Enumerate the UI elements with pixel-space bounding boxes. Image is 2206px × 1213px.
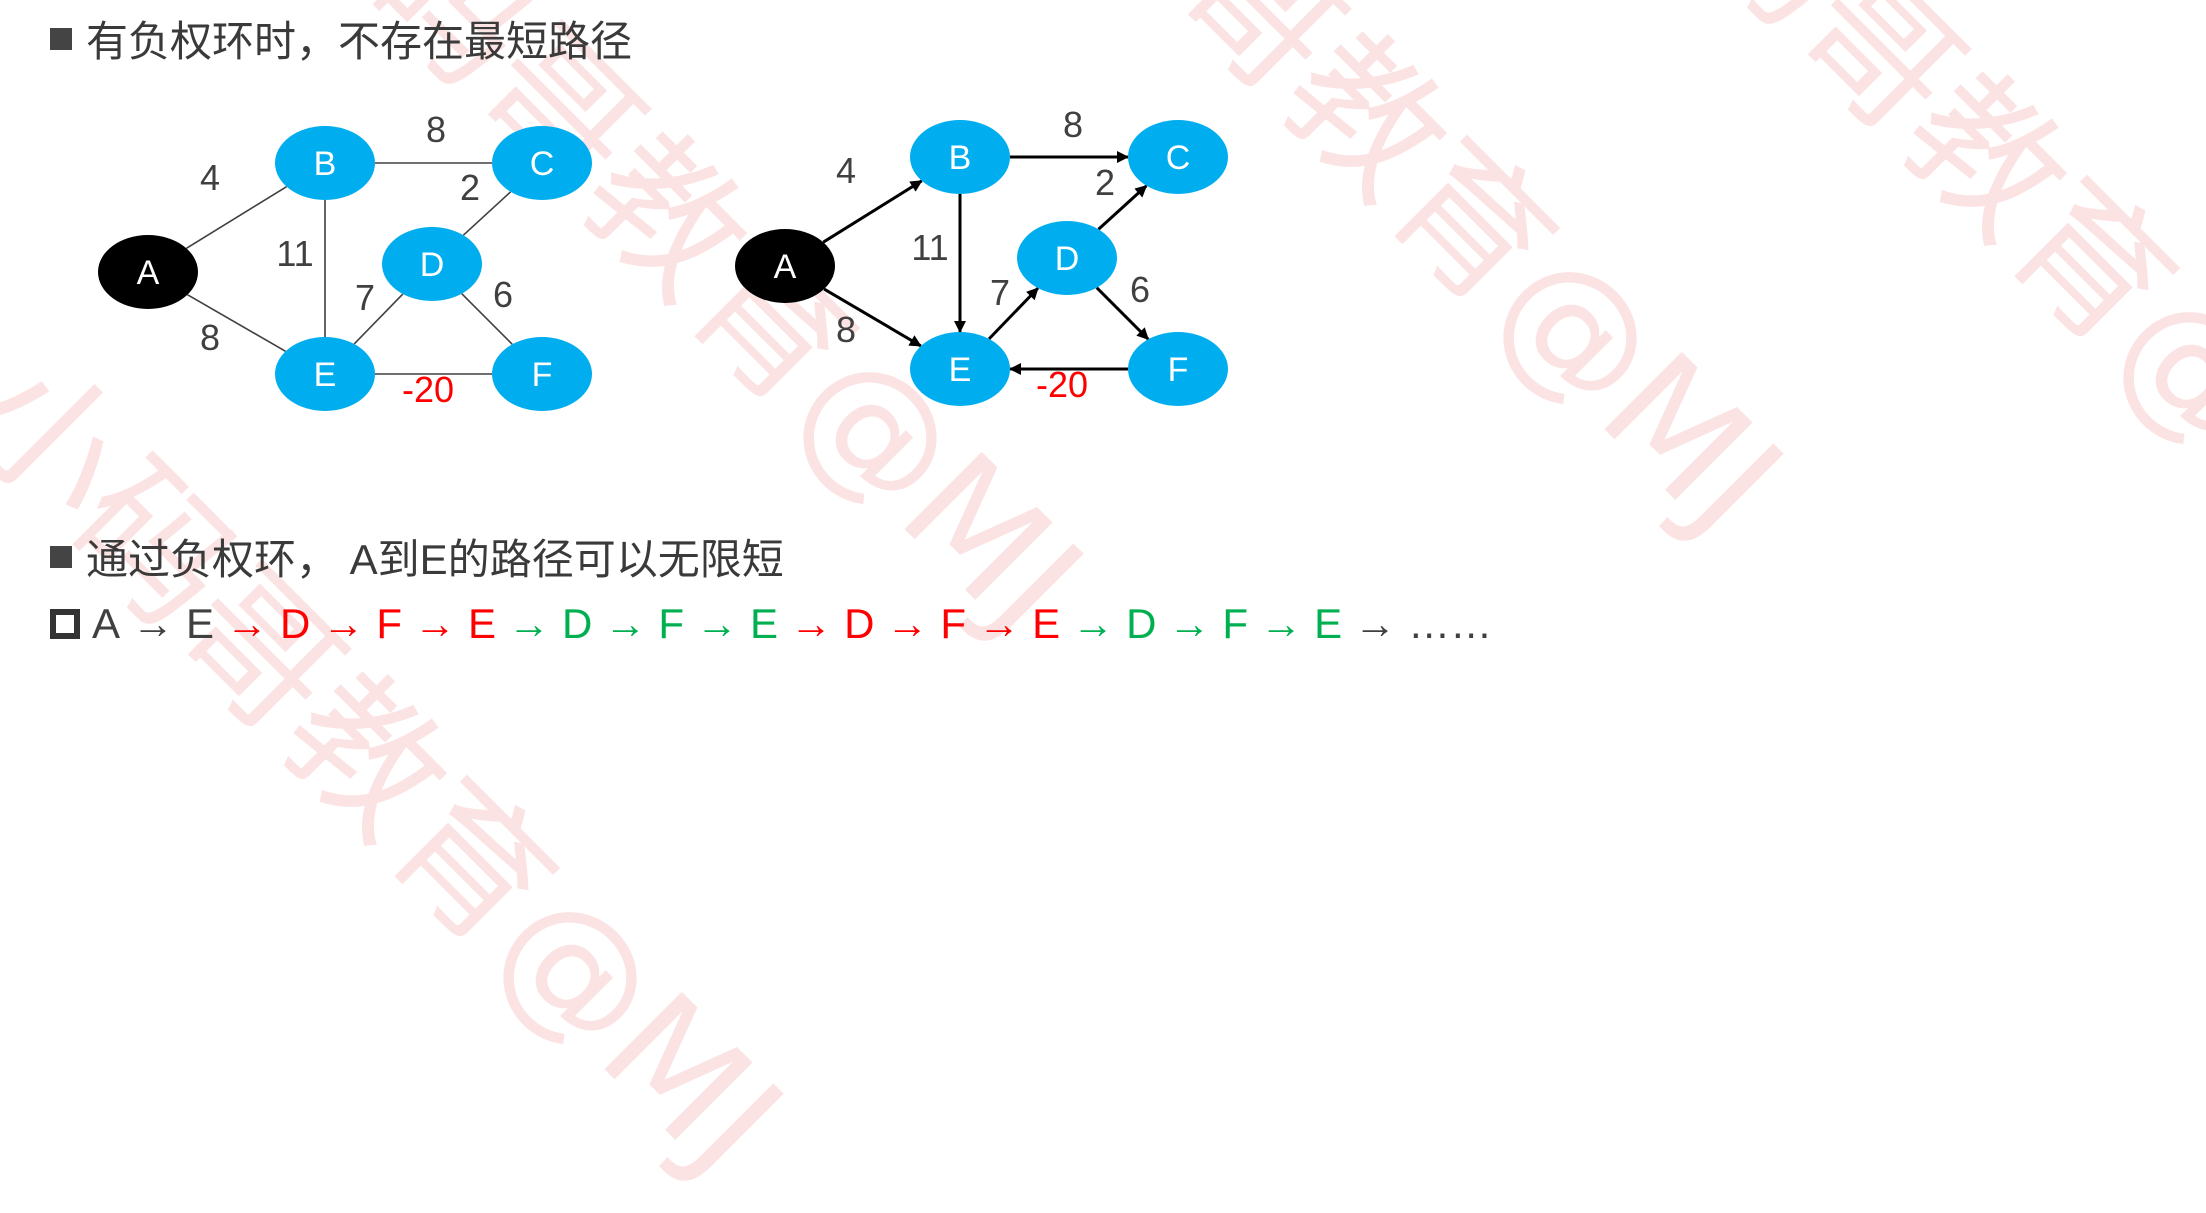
path-node-E: E — [1314, 600, 1343, 647]
edge-weight-label: 7 — [990, 272, 1010, 313]
node-F — [1128, 332, 1228, 406]
path-node-F: F — [376, 600, 403, 647]
node-E — [910, 332, 1010, 406]
node-label-E: E — [949, 351, 972, 389]
graph-diagrams: 4 8 8 11 2 7 6 -20 A B C D E F 4 8 8 11 2 7 6 -20 A B C D E F — [98, 104, 1228, 411]
path-node-F: F — [658, 600, 685, 647]
node-B — [275, 126, 375, 200]
undirected-graph: 4 8 8 11 2 7 6 -20 A B C D E F — [98, 109, 592, 411]
node-A — [98, 235, 198, 309]
heading-infinite-path: 通过负权环， A到E的路径可以无限短 — [50, 526, 784, 587]
bullet-square-icon — [50, 27, 72, 50]
edge-weight-label: 8 — [200, 317, 220, 358]
arrow-glyph: → — [886, 600, 929, 647]
edge-weight-label: 7 — [355, 277, 375, 318]
edge-weight-label: 11 — [276, 233, 313, 274]
edge-A-E — [823, 287, 922, 348]
path-node-D: D — [844, 600, 875, 647]
edge-weight-label: 8 — [1063, 104, 1083, 145]
edge-D-C — [1097, 184, 1148, 231]
arrow-glyph: → — [604, 600, 647, 647]
node-label-D: D — [420, 246, 445, 284]
edge-weight-label: 11 — [911, 227, 948, 268]
heading-1-text: 有负权环时，不存在最短路径 — [86, 18, 633, 65]
edge-weight-label: -20 — [1036, 364, 1088, 405]
edge-weight-label: -20 — [402, 369, 454, 410]
path-node-E: E — [1032, 600, 1061, 647]
edge-weight-label: 6 — [493, 274, 513, 315]
node-C — [1128, 120, 1228, 194]
path-node-E: E — [468, 600, 497, 647]
arrow-glyph: → — [790, 600, 833, 647]
arrow-glyph: → — [414, 600, 457, 647]
arrow-glyph: → — [508, 600, 551, 647]
node-B — [910, 120, 1010, 194]
edge-weight-label: 6 — [1130, 269, 1150, 310]
edge-E-D — [987, 287, 1040, 340]
arrow-glyph: → — [1168, 600, 1211, 647]
edge-A-B — [186, 185, 287, 250]
edge-weight-label: 4 — [836, 150, 856, 191]
node-A — [735, 229, 835, 303]
path-sequence: A → E → D → F → E → D → F → E → D → F → E → D → F → E →…… — [50, 600, 1504, 648]
edge-E-D — [353, 293, 404, 345]
path-node-D: D — [562, 600, 593, 647]
path-node-ellipsis: …… — [1408, 600, 1493, 647]
arrow-glyph: → — [132, 600, 175, 647]
node-label-C: C — [1166, 139, 1191, 177]
arrow-glyph: → — [1072, 600, 1115, 647]
heading-negative-cycle: 有负权环时，不存在最短路径 — [50, 8, 632, 69]
node-F — [492, 337, 592, 411]
edge-weight-label: 2 — [460, 167, 480, 208]
arrow-glyph: → — [978, 600, 1021, 647]
node-label-B: B — [314, 145, 337, 183]
path-node-E: E — [186, 600, 215, 647]
edge-weight-label: 8 — [836, 309, 856, 350]
edge-weight-label: 8 — [426, 109, 446, 150]
node-label-A: A — [137, 254, 160, 292]
arrow-glyph: → — [226, 600, 269, 647]
edge-D-F — [461, 293, 513, 345]
node-label-C: C — [530, 145, 555, 183]
path-node-D: D — [1126, 600, 1157, 647]
arrow-glyph: → — [1354, 600, 1397, 647]
path-node-F: F — [1222, 600, 1249, 647]
arrow-glyph: → — [1260, 600, 1303, 647]
edge-weight-label: 2 — [1095, 162, 1115, 203]
edge-weight-label: 4 — [200, 157, 220, 198]
node-label-E: E — [314, 356, 337, 394]
node-E — [275, 337, 375, 411]
bullet-square-icon — [50, 545, 72, 568]
heading-2-text: 通过负权环， A到E的路径可以无限短 — [86, 536, 784, 583]
node-D — [1017, 221, 1117, 295]
edge-A-E — [187, 294, 286, 352]
edge-D-C — [462, 191, 512, 236]
bullet-hollow-square-icon — [50, 609, 80, 639]
node-label-D: D — [1055, 240, 1080, 278]
path-node-A: A — [92, 600, 121, 647]
directed-graph: 4 8 8 11 2 7 6 -20 A B C D E F — [735, 104, 1228, 406]
arrow-glyph: → — [696, 600, 739, 647]
edge-D-F — [1095, 286, 1150, 341]
path-node-E: E — [750, 600, 779, 647]
edge-A-B — [822, 179, 923, 244]
path-node-F: F — [940, 600, 967, 647]
node-C — [492, 126, 592, 200]
path-node-D: D — [280, 600, 311, 647]
node-label-F: F — [532, 356, 553, 394]
node-D — [382, 227, 482, 301]
node-label-B: B — [949, 139, 972, 177]
node-label-A: A — [774, 248, 797, 286]
node-label-F: F — [1168, 351, 1189, 389]
arrow-glyph: → — [322, 600, 365, 647]
